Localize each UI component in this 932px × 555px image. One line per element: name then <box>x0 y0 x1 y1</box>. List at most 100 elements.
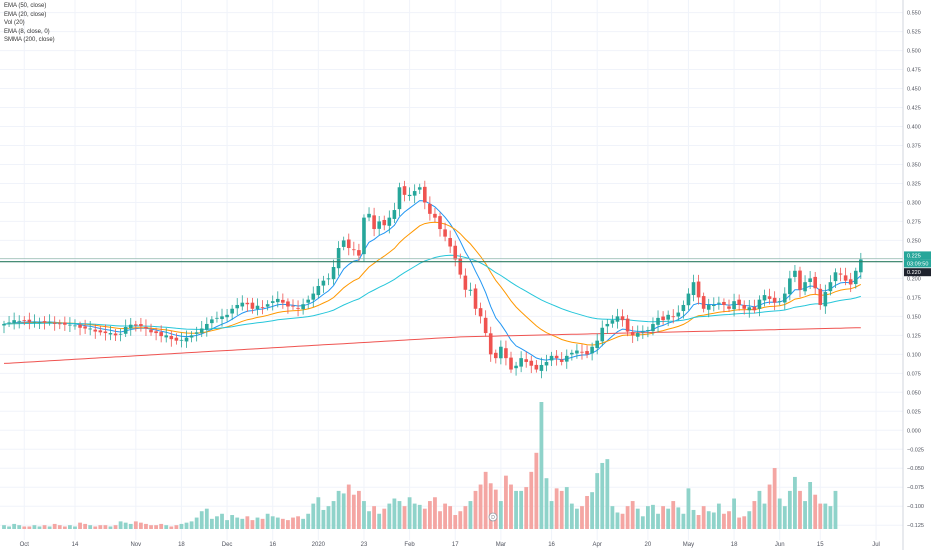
candle-body <box>732 301 736 310</box>
volume-bar <box>93 526 98 529</box>
volume-bar <box>468 501 473 529</box>
candle-body <box>853 270 858 285</box>
candle-body <box>524 359 529 362</box>
volume-bar <box>397 501 402 529</box>
volume-bar <box>154 525 158 529</box>
volume-bar <box>767 484 772 529</box>
volume-bar <box>245 516 250 529</box>
candle-body <box>88 328 92 330</box>
volume-bar <box>443 503 447 529</box>
x-tick-label: May <box>683 542 694 548</box>
candle-body <box>113 333 118 336</box>
candle-body <box>164 335 169 338</box>
candle-body <box>559 359 564 362</box>
candle-body <box>22 320 27 321</box>
dividend-icon <box>488 512 498 522</box>
candle-body <box>635 333 640 337</box>
volume-bar <box>453 515 458 529</box>
volume-bar <box>235 517 240 529</box>
volume-bar <box>144 523 148 529</box>
price-line <box>0 258 903 263</box>
event-marker[interactable]: D <box>488 512 498 522</box>
x-tick-label: Jul <box>872 542 880 548</box>
candle-body <box>706 304 711 310</box>
candle-body <box>691 282 696 296</box>
volume-bar <box>417 504 422 529</box>
candle-body <box>402 186 407 195</box>
candle-body <box>757 299 762 309</box>
candle-body <box>326 278 331 280</box>
candle-body <box>93 329 98 332</box>
candle-body <box>128 324 133 329</box>
volume-bar <box>696 515 701 529</box>
volume-bar <box>737 517 742 529</box>
volume-bar <box>255 517 260 529</box>
volume-bar <box>280 518 285 529</box>
candle-body <box>260 307 265 308</box>
candle-body <box>585 351 589 355</box>
volume-bar <box>620 513 625 529</box>
y-tick-label: 0.550 <box>907 11 921 17</box>
volume-bar <box>615 512 620 529</box>
candle-body <box>32 321 37 323</box>
candle-body <box>701 296 706 309</box>
volume-bar <box>635 508 640 529</box>
volume-bar <box>645 506 650 529</box>
volume-bar <box>833 490 838 529</box>
candle-body <box>423 186 427 203</box>
candle-body <box>722 301 726 305</box>
candle-body <box>174 337 179 341</box>
volume-bar <box>62 526 67 529</box>
candle-body <box>656 317 660 325</box>
volume-bar <box>209 518 214 529</box>
volume-bar <box>27 526 32 529</box>
volume-bar <box>590 492 595 529</box>
y-tick-label: 0.500 <box>907 49 921 55</box>
candle-body <box>357 250 361 256</box>
y-tick-label: 0.075 <box>907 371 921 377</box>
y-tick-label: 0.250 <box>907 238 921 244</box>
candle-body <box>68 324 72 326</box>
candle-body <box>539 364 544 371</box>
volume-bar <box>52 523 57 529</box>
candle-body <box>37 322 42 324</box>
candle-body <box>296 307 300 309</box>
volume-bar <box>225 520 229 529</box>
candle-body <box>306 299 310 303</box>
volume-bar <box>488 483 493 529</box>
volume-bar <box>240 518 245 529</box>
candle-body <box>549 355 554 361</box>
candle-body <box>52 323 57 324</box>
time-axis[interactable]: Oct 14 Nov 18 Dec 16 2020 23 Feb 17 Mar 16 Apr 20 May 1… <box>20 542 880 548</box>
candle-body <box>843 275 848 281</box>
volume-bar <box>220 513 224 529</box>
volume-bar <box>762 503 767 529</box>
candle-body <box>808 278 812 283</box>
candle-body <box>833 272 838 282</box>
volume-bar <box>757 490 762 529</box>
y-tick-label: −0.125 <box>907 523 924 529</box>
candle-body <box>859 259 863 273</box>
y-tick-label: 0.275 <box>907 219 921 225</box>
last-price-label-bg <box>904 251 931 260</box>
candle-body <box>767 296 772 299</box>
candle-body <box>473 288 478 309</box>
volume-bar <box>458 511 463 529</box>
volume-bar <box>189 521 194 529</box>
volume-bar <box>22 526 27 529</box>
volume-bar <box>270 516 275 529</box>
candle-body <box>78 324 82 328</box>
price-axis[interactable]: 0.550 0.525 0.500 0.475 0.450 0.425 0.400 0.375… <box>907 11 924 530</box>
candle-body <box>782 293 787 303</box>
volume-bar <box>666 508 671 529</box>
price-labels: 0.225 03:09:50 0.220 <box>904 251 931 277</box>
legend-smma200: SMMA (200, close) <box>4 37 55 43</box>
candle-body <box>793 270 797 277</box>
volume-bar <box>580 506 584 529</box>
volume-bar <box>752 501 757 529</box>
candle-body <box>301 304 305 310</box>
volume-bar <box>539 402 544 529</box>
volume-bar <box>164 525 169 529</box>
